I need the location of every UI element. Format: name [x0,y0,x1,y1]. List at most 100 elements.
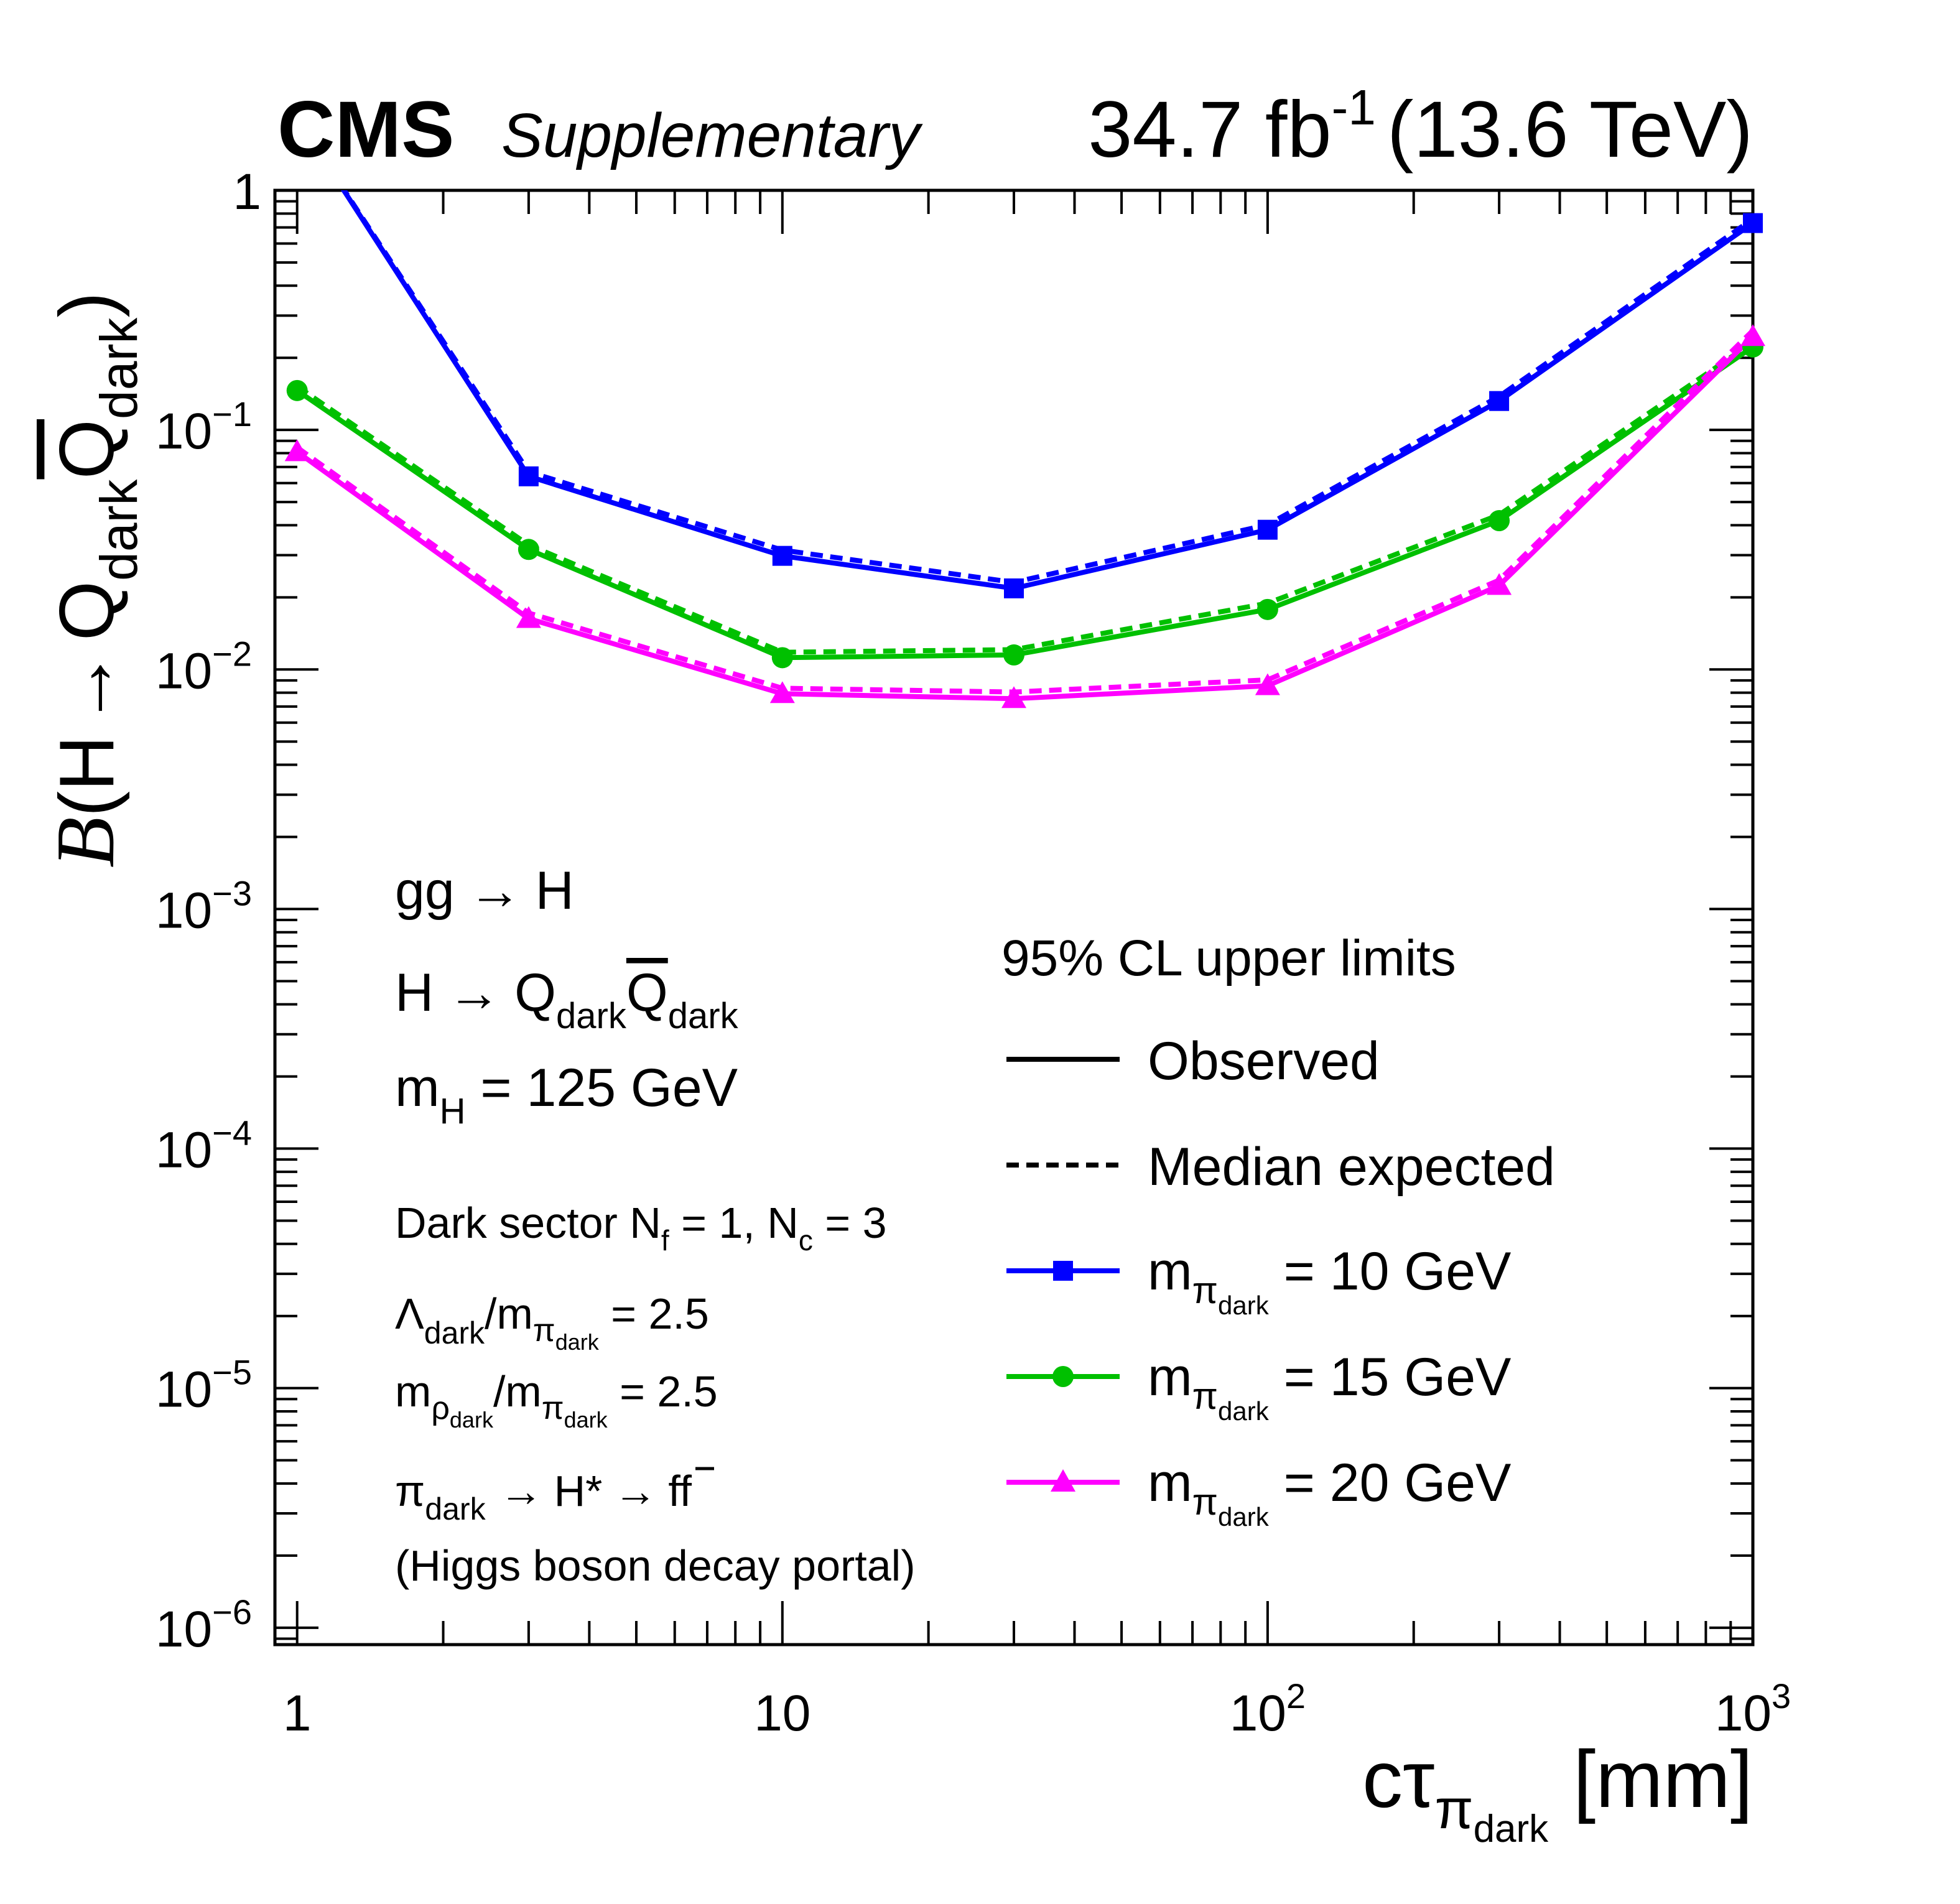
y-title-qbar-sub: dark [90,317,148,419]
legend-10gev-value: = 10 GeV [1269,1242,1512,1301]
legend-15gev-marker [1052,1366,1074,1387]
info-process-h: H [536,861,574,921]
info-rho-sub: dark [450,1407,494,1433]
x-tick-label-exp: 3 [1772,1676,1791,1716]
info-mh-m: m [395,1058,440,1118]
marker-layer [284,213,1765,708]
info-ratio1-m: /m [485,1289,533,1338]
marker-square [1489,391,1510,411]
y-tick-label: 10−6 [156,1592,252,1658]
marker-square [518,466,539,486]
legend-15gev-sub: dark [1218,1396,1270,1426]
y-tick-label-exp: −2 [212,634,252,673]
x-title-sub: dark [1474,1808,1549,1851]
info-ratio2-m: /m [493,1367,542,1416]
marker-triangle [1255,673,1280,695]
legend: 95% CL upper limits Observed Median expe… [1001,930,1555,1531]
marker-circle [518,539,539,560]
info-decay-qbar: Q [626,963,668,1023]
y-tick-label-base: 10 [156,403,212,460]
marker-square [1257,519,1278,540]
info-process-gg: gg [395,861,455,921]
y-tick-label-exp: −1 [212,394,252,434]
legend-15gev-label: mπdark = 15 GeV [1148,1347,1511,1426]
x-axis-title: cτπdark [mm] [1362,1734,1753,1851]
info-block: gg → H H → QdarkQdark mH = 125 GeV Dark sect… [395,861,916,1590]
y-tick-label: 10−4 [156,1113,252,1179]
x-tick-label: 10 [754,1685,810,1742]
energy-value: (13.6 TeV) [1387,85,1753,174]
info-decay-arrow: → [447,963,501,1023]
legend-20gev-sub: dark [1218,1502,1270,1531]
marker-triangle [1487,573,1512,595]
legend-20gev-m: m [1148,1453,1192,1513]
y-tick-label-base: 10 [156,882,212,939]
info-nc-sub: c [799,1224,813,1256]
observed-line-2 [295,335,1753,702]
info-higgs-mass: mH = 125 GeV [395,1058,738,1131]
marker-triangle [1001,686,1026,708]
marker-circle [1256,598,1278,620]
y-title-q: Q [44,581,130,641]
info-portal-arrow2: → [613,1467,657,1515]
info-decay-h: H [395,963,434,1023]
info-ratio1-pi: π [533,1312,555,1349]
info-portal-sub: dark [425,1492,486,1526]
marker-triangle [1740,324,1765,346]
expected-line-2 [295,328,1753,695]
y-tick-label-exp: −5 [212,1353,252,1392]
y-tick-label-base: 10 [156,1362,212,1418]
x-tick-label: 103 [1715,1676,1791,1742]
y-title-paren-close: ) [44,292,130,317]
y-tick-label-exp: −6 [212,1592,252,1632]
legend-20gev-pi: π [1192,1481,1218,1523]
marker-triangle [769,681,795,704]
info-process: gg → H [395,861,574,921]
legend-10gev-label: mπdark = 10 GeV [1148,1242,1511,1320]
info-lambda-sub: dark [424,1316,485,1350]
lumi-exponent: -1 [1332,80,1376,135]
marker-square [1743,213,1763,233]
legend-title: 95% CL upper limits [1001,930,1456,987]
y-tick-label-exp: −3 [212,873,252,913]
status-label: Supplementary [501,101,924,170]
legend-20gev-marker [1051,1469,1075,1492]
info-ratio2-value: = 2.5 [608,1367,718,1416]
legend-20gev-label: mπdark = 20 GeV [1148,1453,1511,1531]
y-tick-label-base: 10 [156,643,212,699]
y-axis-title: B(H→QdarkQdark) [39,292,148,868]
x-title-unit: [mm] [1573,1734,1753,1824]
info-rho-m: m [395,1367,431,1416]
legend-15gev-m: m [1148,1347,1192,1407]
info-ratio1-value: = 2.5 [599,1289,709,1338]
legend-10gev-sub: dark [1218,1291,1270,1320]
y-title-h: (H [44,735,130,817]
y-tick-label-base: 10 [156,1601,212,1658]
y-tick-label: 10−1 [156,394,252,460]
marker-circle [1003,644,1024,666]
info-decay-q: Q [514,963,556,1023]
y-tick-label: 1 [233,164,261,220]
x-tick-label-base: 10 [754,1685,810,1742]
info-nf-sub: f [661,1224,669,1256]
info-decay-q-sub: dark [556,996,627,1036]
marker-triangle [516,606,541,628]
x-tick-label: 102 [1230,1676,1306,1742]
info-dark-sector-label: Dark sector N [395,1199,661,1247]
lumi-value: 34.7 fb [1088,85,1331,174]
y-tick-label-base: 1 [233,164,261,220]
series-layer [295,190,1753,702]
x-title-c: c [1362,1734,1403,1824]
info-decay-qbar-sub: dark [668,996,739,1036]
info-portal-note: (Higgs boson decay portal) [395,1541,916,1590]
x-title-tau: τ [1403,1734,1434,1824]
lumi-label: 34.7 fb-1 (13.6 TeV) [1088,80,1753,174]
info-portal-arrow1: → [499,1467,543,1515]
expected-line-0 [341,190,1753,585]
info-portal: πdark → H* → ff [395,1467,692,1526]
legend-observed-label: Observed [1148,1031,1380,1091]
info-ratio2-pi-sub: dark [564,1407,608,1433]
info-ratio1-pi-sub: dark [555,1329,600,1355]
y-tick-label: 10−5 [156,1353,252,1418]
